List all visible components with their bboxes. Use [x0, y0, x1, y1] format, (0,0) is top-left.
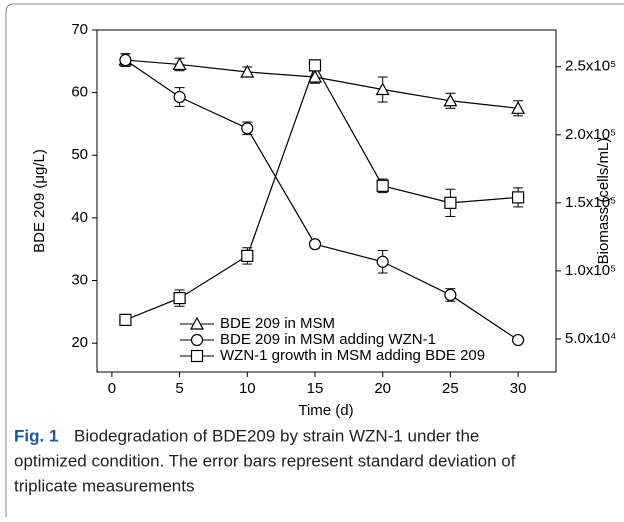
marker — [511, 101, 526, 114]
marker — [173, 292, 186, 305]
y-tick-label: 70 — [71, 21, 88, 38]
y2-tick-label: 1.5x10⁵ — [565, 194, 616, 211]
series-line — [125, 63, 519, 321]
x-tick-label: 20 — [374, 380, 391, 397]
marker — [444, 288, 457, 302]
marker — [119, 53, 132, 67]
y-tick-label: 40 — [71, 209, 88, 226]
y-tick-label: 30 — [71, 272, 88, 289]
x-tick-label: 0 — [108, 380, 116, 397]
marker — [241, 249, 254, 263]
caption-label: Fig. 1 — [14, 426, 58, 445]
legend-label: BDE 209 in MSM adding WZN-1 — [220, 331, 436, 348]
y-tick-label: 60 — [71, 84, 88, 101]
marker — [172, 57, 187, 71]
x-axis-label: Time (d) — [298, 402, 353, 419]
y2-tick-label: 5.0x10⁴ — [565, 330, 616, 347]
marker — [443, 93, 458, 107]
x-tick-label: 25 — [442, 380, 459, 397]
frame — [5, 3, 624, 517]
caption-line: Biodegradation of BDE209 by strain WZN-1… — [74, 426, 479, 445]
y2-tick-label: 2.5x10⁵ — [565, 58, 616, 75]
y-tick-label: 20 — [71, 334, 88, 351]
x-tick-label: 15 — [307, 380, 324, 397]
marker — [119, 313, 132, 326]
marker — [308, 238, 322, 251]
marker — [173, 90, 186, 104]
marker — [241, 122, 254, 135]
marker — [444, 196, 457, 209]
y2-tick-label: 2.0x10⁵ — [565, 126, 616, 143]
marker — [308, 59, 322, 72]
y2-axis-label: Biomass (cells/mL) — [595, 138, 612, 265]
marker — [189, 316, 205, 330]
marker — [190, 349, 204, 363]
marker — [190, 333, 204, 347]
legend-label: BDE 209 in MSM — [220, 315, 335, 332]
marker — [376, 179, 389, 192]
x-tick-label: 30 — [510, 380, 527, 397]
x-tick-label: 5 — [175, 380, 183, 397]
caption-line: optimized condition. The error bars repr… — [14, 451, 516, 470]
y-axis-label: BDE 209 (μg/L) — [31, 149, 48, 253]
caption-line: triplicate measurements — [14, 476, 194, 495]
marker — [511, 333, 525, 347]
y-tick-label: 50 — [71, 146, 88, 163]
legend-label: WZN-1 growth in MSM adding BDE 209 — [220, 347, 485, 364]
marker — [307, 69, 323, 83]
y2-tick-label: 1.0x10⁵ — [565, 262, 616, 279]
plot-area — [96, 29, 557, 373]
marker — [511, 191, 525, 204]
marker — [375, 82, 390, 96]
marker — [376, 255, 389, 268]
x-tick-label: 10 — [239, 380, 256, 397]
marker — [240, 64, 255, 78]
